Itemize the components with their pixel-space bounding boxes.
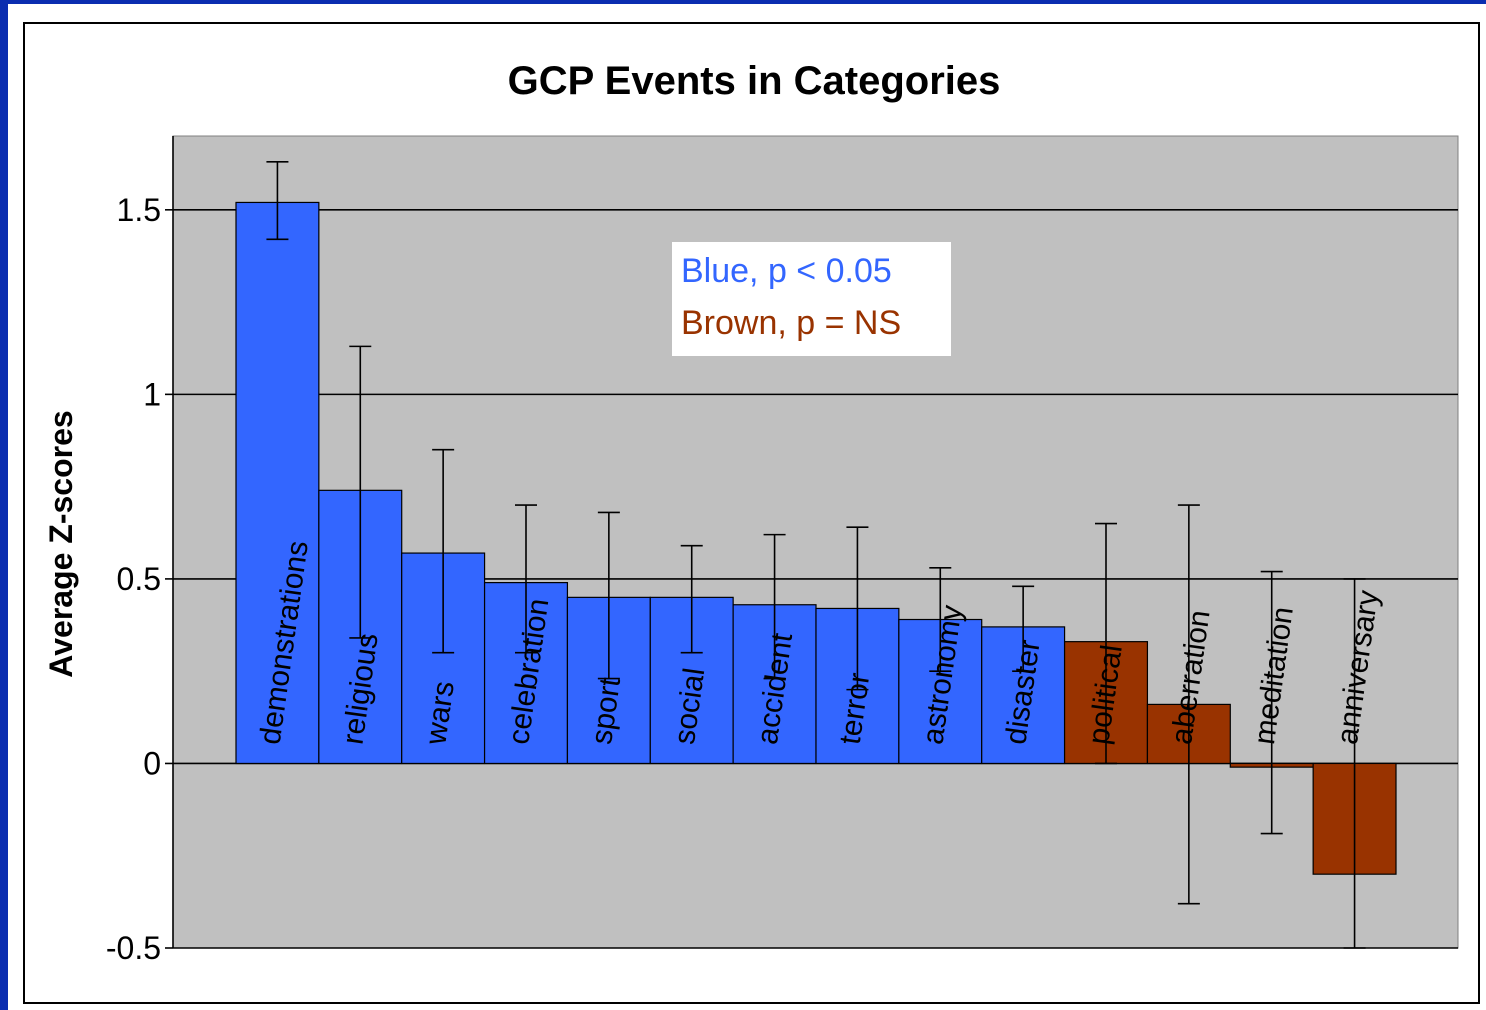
y-tick-label: -0.5 <box>106 930 161 966</box>
bar-chart: GCP Events in Categories Average Z-score… <box>23 22 1480 1004</box>
chart-frame: GCP Events in Categories Average Z-score… <box>8 4 1486 1010</box>
y-tick-label: 1.5 <box>117 192 161 228</box>
legend-entry-significant: Blue, p < 0.05 <box>681 252 892 290</box>
bar-demonstrations <box>235 201 320 765</box>
legend-background <box>672 242 951 356</box>
y-tick-label: 0.5 <box>117 561 161 597</box>
y-axis-label: Average Z-scores <box>43 410 79 677</box>
y-tick-label: 0 <box>143 745 161 781</box>
legend-entry-not-significant: Brown, p = NS <box>681 304 901 342</box>
legend: Blue, p < 0.05 Brown, p = NS <box>672 242 951 356</box>
y-tick-label: 1 <box>143 376 161 412</box>
chart-title: GCP Events in Categories <box>508 59 1001 103</box>
